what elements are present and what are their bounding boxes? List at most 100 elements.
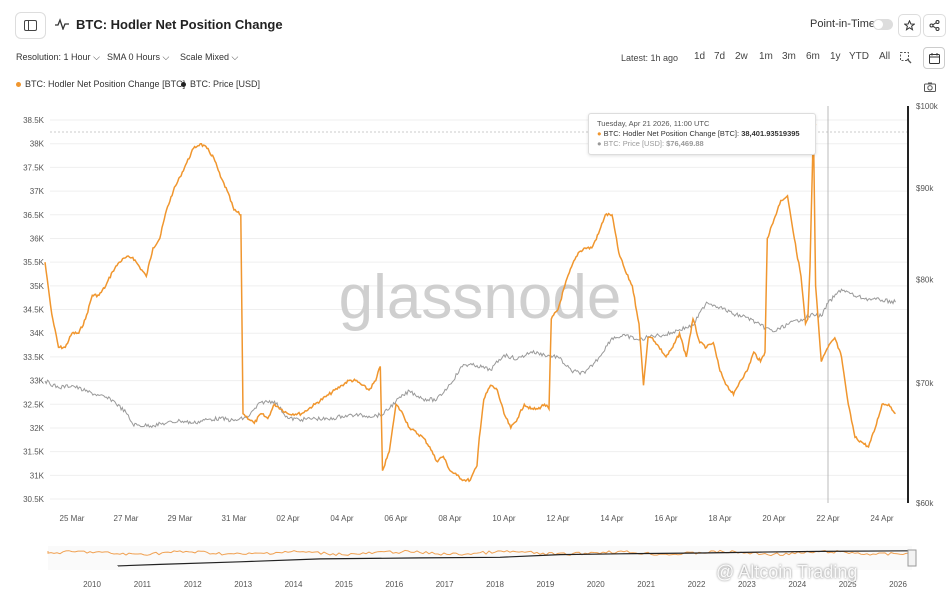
favorite-button[interactable] xyxy=(898,14,921,37)
camera-icon[interactable] xyxy=(924,82,936,92)
navigator-year-label: 2016 xyxy=(385,580,403,589)
zoom-select-icon[interactable] xyxy=(900,52,912,64)
share-button[interactable] xyxy=(923,14,946,37)
chevron-down-icon: ⌵ xyxy=(93,52,100,62)
navigator-year-label: 2013 xyxy=(234,580,252,589)
left-tick-label: 32K xyxy=(30,424,45,433)
left-tick-label: 38K xyxy=(30,140,45,149)
chevron-down-icon: ⌵ xyxy=(231,52,239,62)
tooltip-label: BTC: Hodler Net Position Change [BTC]: xyxy=(603,129,742,138)
tooltip-date: Tuesday, Apr 21 2026, 11:00 UTC xyxy=(597,119,710,128)
navigator-year-label: 2020 xyxy=(587,580,605,589)
x-tick-label: 18 Apr xyxy=(708,514,731,523)
legend-dot xyxy=(181,81,186,87)
x-tick-label: 27 Mar xyxy=(114,514,139,523)
tooltip-row-price: ● BTC: Price [USD]: $76,469.88 xyxy=(597,139,704,148)
x-tick-label: 16 Apr xyxy=(654,514,677,523)
left-tick-label: 32.5K xyxy=(23,400,45,409)
navigator-year-label: 2014 xyxy=(285,580,303,589)
navigator-year-label: 2011 xyxy=(134,580,152,589)
tooltip-label: BTC: Price [USD]: xyxy=(603,139,667,148)
navigator-hodler-line xyxy=(47,549,913,557)
navigator-handle[interactable] xyxy=(907,549,917,567)
left-tick-label: 34.5K xyxy=(23,306,45,315)
x-tick-label: 31 Mar xyxy=(222,514,247,523)
page-title: BTC: Hodler Net Position Change xyxy=(76,17,283,32)
range-3m-button[interactable]: 3m xyxy=(782,51,796,62)
x-tick-label: 06 Apr xyxy=(384,514,407,523)
left-tick-label: 37K xyxy=(30,187,45,196)
range-2w-button[interactable]: 2w xyxy=(735,51,748,62)
navigator-year-label: 2023 xyxy=(738,580,756,589)
x-axis: 25 Mar 27 Mar 29 Mar 31 Mar 02 Apr 04 Apr 06 A… xyxy=(60,514,894,523)
tooltip: Tuesday, Apr 21 2026, 11:00 UTC ● BTC: H… xyxy=(588,113,816,155)
right-tick-label: $80k xyxy=(916,275,934,284)
x-tick-label: 08 Apr xyxy=(438,514,461,523)
sidebar-icon xyxy=(24,20,37,31)
grid-lines xyxy=(50,119,908,500)
resolution-label: Resolution: 1 Hour xyxy=(16,52,91,62)
overlay-watermark: @ Altcoin Trading xyxy=(716,562,858,582)
navigator-years: 2010 2011 2012 2013 2014 2015 2016 2017 2018 2019… xyxy=(83,580,907,589)
point-in-time-toggle[interactable] xyxy=(873,19,893,30)
sma-dropdown[interactable]: SMA 0 Hours ⌵ xyxy=(107,52,169,63)
range-1d-button[interactable]: 1d xyxy=(694,51,706,62)
range-1y-button[interactable]: 1y xyxy=(830,51,841,62)
hodler-series-line xyxy=(44,124,896,483)
x-tick-label: 22 Apr xyxy=(816,514,839,523)
right-tick-label: $70k xyxy=(916,379,934,388)
navigator-year-label: 2010 xyxy=(83,580,101,589)
left-tick-label: 35.5K xyxy=(23,258,45,267)
navigator-year-label: 2018 xyxy=(486,580,504,589)
right-tick-label: $100k xyxy=(916,102,939,111)
star-icon xyxy=(904,20,915,31)
calendar-icon xyxy=(928,52,940,64)
range-1m-button[interactable]: 1m xyxy=(759,51,773,62)
point-in-time-label: Point-in-Time xyxy=(810,18,875,30)
chevron-down-icon: ⌵ xyxy=(162,52,170,62)
legend-label: BTC: Hodler Net Position Change [BTC] xyxy=(25,79,186,89)
range-ytd-button[interactable]: YTD xyxy=(849,51,869,62)
left-tick-label: 30.5K xyxy=(23,495,45,504)
navigator-price-line xyxy=(117,550,913,567)
legend-dot xyxy=(16,81,21,87)
left-tick-label: 34K xyxy=(30,329,45,338)
resolution-dropdown[interactable]: Resolution: 1 Hour ⌵ xyxy=(16,52,100,63)
navigator-year-label: 2019 xyxy=(536,580,554,589)
latest-update: Latest: 1h ago xyxy=(621,53,679,63)
watermark: glassnode xyxy=(339,263,622,332)
navigator-year-label: 2021 xyxy=(637,580,655,589)
right-axis: $100k $90k $80k $70k $60k xyxy=(916,102,939,508)
left-axis: 38.5K 38K 37.5K 37K 36.5K 36K 35.5K 35K 34.5K 34K… xyxy=(23,116,45,504)
x-tick-label: 10 Apr xyxy=(492,514,515,523)
navigator-year-label: 2012 xyxy=(184,580,202,589)
legend-item-price[interactable]: BTC: Price [USD] xyxy=(181,79,260,89)
navigator-year-label: 2017 xyxy=(436,580,454,589)
tooltip-row-hodler: ● BTC: Hodler Net Position Change [BTC]:… xyxy=(597,129,800,138)
x-tick-label: 02 Apr xyxy=(276,514,299,523)
navigator-year-label: 2024 xyxy=(788,580,806,589)
x-tick-label: 04 Apr xyxy=(330,514,353,523)
sidebar-toggle-button[interactable] xyxy=(15,12,46,39)
navigator-year-label: 2025 xyxy=(839,580,857,589)
left-tick-label: 36.5K xyxy=(23,211,45,220)
navigator-year-label: 2022 xyxy=(688,580,706,589)
legend-item-hodler[interactable]: BTC: Hodler Net Position Change [BTC] xyxy=(16,79,185,89)
navigator[interactable]: 2010 2011 2012 2013 2014 2015 2016 2017 2018 2019… xyxy=(47,546,917,589)
range-all-button[interactable]: All xyxy=(879,51,891,62)
share-icon xyxy=(929,20,940,31)
right-tick-label: $90k xyxy=(916,184,934,193)
left-tick-label: 35K xyxy=(30,282,45,291)
header: BTC: Hodler Net Position Change Point-in… xyxy=(0,0,949,48)
tooltip-value: 38,401.93519395 xyxy=(741,129,800,138)
left-tick-label: 36K xyxy=(30,234,45,243)
left-tick-label: 31K xyxy=(30,471,45,480)
sma-label: SMA 0 Hours xyxy=(107,52,161,62)
range-7d-button[interactable]: 7d xyxy=(714,51,726,62)
range-6m-button[interactable]: 6m xyxy=(806,51,820,62)
scale-label: Scale Mixed xyxy=(180,52,230,62)
scale-dropdown[interactable]: Scale Mixed ⌵ xyxy=(180,52,238,63)
date-picker-button[interactable] xyxy=(923,47,945,69)
left-tick-label: 33.5K xyxy=(23,353,45,362)
